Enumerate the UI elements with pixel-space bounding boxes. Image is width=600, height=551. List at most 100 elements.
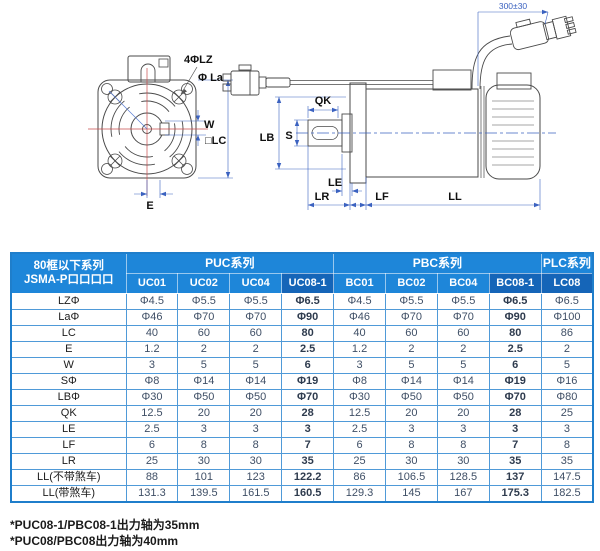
cell-UC02-SΦ: Φ14 — [177, 372, 231, 390]
spec-table: 80框以下系列 JSMA-P口口口口 PUC系列 PBC系列 PLC系列 UC01 UC02… — [10, 252, 595, 503]
cell-LC08-SΦ: Φ16 — [540, 372, 594, 390]
cell-BC08-1-QK: 28 — [488, 404, 542, 422]
cell-BC01-LaΦ: Φ46 — [333, 308, 386, 326]
cell-BC01-E: 1.2 — [333, 340, 386, 358]
label-s: S — [285, 130, 292, 142]
cell-UC08-1-LZΦ: Φ6.5 — [281, 292, 335, 310]
label-lb: LB — [260, 132, 275, 144]
cell-UC04-LBΦ: Φ50 — [229, 388, 283, 406]
cell-UC04-LL(不带煞车): 123 — [229, 468, 283, 486]
cell-UC01-LL(不带煞车): 88 — [125, 468, 179, 486]
cell-BC04-LR: 30 — [436, 452, 490, 470]
cell-BC01-LE: 2.5 — [333, 420, 386, 438]
cell-BC04-LF: 8 — [436, 436, 490, 454]
label-e: E — [146, 200, 153, 212]
cell-BC04-LL(带煞车): 167 — [436, 484, 490, 502]
cell-UC08-1-LaΦ: Φ90 — [281, 308, 335, 326]
cell-BC04-LC: 60 — [436, 324, 490, 342]
side-view — [222, 15, 577, 184]
cell-BC02-LaΦ: Φ70 — [384, 308, 438, 326]
cell-BC02-LF: 8 — [384, 436, 438, 454]
cell-LC08-QK: 25 — [540, 404, 594, 422]
table-row: LL(不带煞车) 88 101 123 122.2 86 106.5 128.5 137 147.… — [10, 468, 594, 486]
label-lf: LF — [375, 191, 389, 203]
cell-UC08-1-LF: 7 — [281, 436, 335, 454]
corner-header: 80框以下系列 JSMA-P口口口口 — [10, 252, 127, 294]
cell-UC08-1-LC: 80 — [281, 324, 335, 342]
cell-UC02-QK: 20 — [177, 404, 231, 422]
cell-UC01-LaΦ: Φ46 — [125, 308, 179, 326]
cell-UC01-QK: 12.5 — [125, 404, 179, 422]
cell-BC01-SΦ: Φ8 — [333, 372, 386, 390]
label-phi-la: Φ La — [198, 72, 224, 84]
power-connector — [509, 15, 577, 51]
row-label: LBΦ — [10, 388, 127, 406]
cell-UC02-LR: 30 — [177, 452, 231, 470]
column-header-UC02: UC02 — [177, 272, 231, 294]
cell-BC01-W: 3 — [333, 356, 386, 374]
cell-BC02-LBΦ: Φ50 — [384, 388, 438, 406]
footnote-2: *PUC08/PBC08出力轴为40mm — [10, 533, 179, 548]
row-label: LE — [10, 420, 127, 438]
column-header-LC08: LC08 — [540, 272, 594, 294]
cell-UC01-E: 1.2 — [125, 340, 179, 358]
cell-UC01-LR: 25 — [125, 452, 179, 470]
cell-UC08-1-W: 6 — [281, 356, 335, 374]
front-view — [88, 55, 208, 196]
series-group-header: PBC系列 — [333, 252, 542, 274]
cell-BC04-SΦ: Φ14 — [436, 372, 490, 390]
row-label: LL(不带煞车) — [10, 468, 127, 486]
cell-UC08-1-LL(不带煞车): 122.2 — [281, 468, 335, 486]
row-label: LF — [10, 436, 127, 454]
cell-BC08-1-LaΦ: Φ90 — [488, 308, 542, 326]
cell-LC08-LR: 35 — [540, 452, 594, 470]
rear-ribs — [492, 100, 534, 166]
cell-BC02-LC: 60 — [384, 324, 438, 342]
label-cable-length: 300±30 — [499, 1, 528, 11]
cell-LC08-W: 5 — [540, 356, 594, 374]
column-header-BC08-1: BC08-1 — [488, 272, 542, 294]
cell-BC04-LaΦ: Φ70 — [436, 308, 490, 326]
cell-UC08-1-QK: 28 — [281, 404, 335, 422]
cell-BC02-SΦ: Φ14 — [384, 372, 438, 390]
cell-UC04-LR: 30 — [229, 452, 283, 470]
cell-BC08-1-SΦ: Φ19 — [488, 372, 542, 390]
table-row: LC 40 60 60 80 40 60 60 80 86 — [10, 324, 594, 342]
cell-UC04-W: 5 — [229, 356, 283, 374]
cell-UC02-E: 2 — [177, 340, 231, 358]
row-label: LZΦ — [10, 292, 127, 310]
cell-BC01-LF: 6 — [333, 436, 386, 454]
column-header-UC08-1: UC08-1 — [281, 272, 335, 294]
column-header-UC01: UC01 — [125, 272, 179, 294]
cell-UC04-LaΦ: Φ70 — [229, 308, 283, 326]
cell-LC08-LaΦ: Φ100 — [540, 308, 594, 326]
table-row: LL(带煞车) 131.3 139.5 161.5 160.5 129.3 145 167 17… — [10, 484, 594, 502]
cell-BC01-LL(不带煞车): 86 — [333, 468, 386, 486]
cell-UC08-1-E: 2.5 — [281, 340, 335, 358]
cell-BC08-1-LL(不带煞车): 137 — [488, 468, 542, 486]
cell-UC02-LF: 8 — [177, 436, 231, 454]
cell-BC08-1-LZΦ: Φ6.5 — [488, 292, 542, 310]
cell-UC02-LE: 3 — [177, 420, 231, 438]
cell-UC01-LE: 2.5 — [125, 420, 179, 438]
row-label: E — [10, 340, 127, 358]
row-label: LL(带煞车) — [10, 484, 127, 502]
cell-LC08-LZΦ: Φ6.5 — [540, 292, 594, 310]
table-row: LR 25 30 30 35 25 30 30 35 35 — [10, 452, 594, 470]
cell-UC01-SΦ: Φ8 — [125, 372, 179, 390]
cell-UC02-LaΦ: Φ70 — [177, 308, 231, 326]
label-4philz: 4ΦLZ — [184, 54, 213, 66]
cell-LC08-LF: 8 — [540, 436, 594, 454]
cell-BC08-1-W: 6 — [488, 356, 542, 374]
series-group-header: PUC系列 — [125, 252, 335, 274]
spec-table-body: LZΦ Φ4.5 Φ5.5 Φ5.5 Φ6.5 Φ4.5 Φ5.5 Φ5.5 Φ6.5 Φ6.5 L… — [10, 292, 594, 502]
row-label: SΦ — [10, 372, 127, 390]
table-row: LF 6 8 8 7 6 8 8 7 8 — [10, 436, 594, 454]
label-lc: □LC — [205, 135, 226, 147]
table-row: QK 12.5 20 20 28 12.5 20 20 28 25 — [10, 404, 594, 422]
cell-BC01-LC: 40 — [333, 324, 386, 342]
cell-UC04-E: 2 — [229, 340, 283, 358]
cell-UC01-W: 3 — [125, 356, 179, 374]
